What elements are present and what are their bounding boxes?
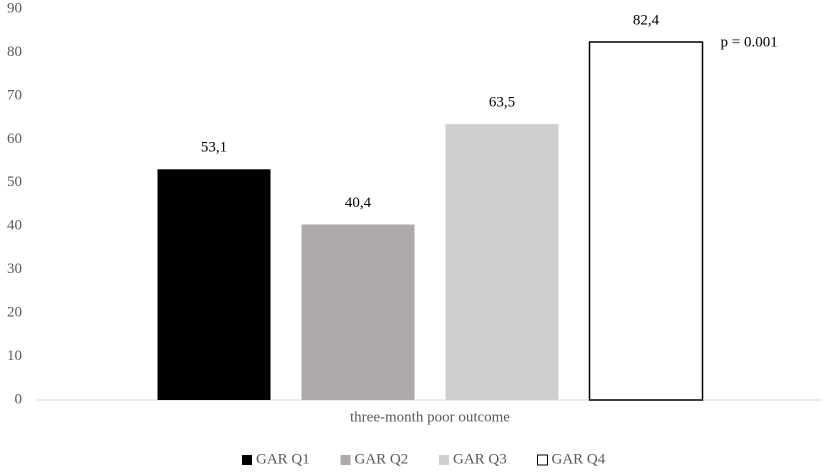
x-tick-label: three-month poor outcome [350, 409, 510, 425]
y-tick-label: 50 [7, 174, 22, 190]
bar [301, 224, 415, 400]
legend-label: GAR Q2 [355, 451, 409, 467]
value-label: 82,4 [633, 12, 660, 28]
annotation: p = 0.001 [721, 34, 778, 50]
y-tick-label: 0 [15, 391, 23, 407]
legend-label: GAR Q4 [552, 451, 606, 467]
legend-label: GAR Q1 [256, 451, 310, 467]
y-tick-label: 10 [7, 348, 22, 364]
bar [588, 41, 704, 401]
legend-label: GAR Q3 [453, 451, 507, 467]
y-tick-label: 40 [7, 218, 22, 234]
legend-swatch [242, 455, 252, 465]
legend-swatch [439, 455, 449, 465]
legend-swatch [340, 455, 351, 465]
bar [157, 169, 271, 400]
legend-swatch [537, 454, 548, 466]
y-tick-label: 90 [7, 0, 22, 16]
y-tick-label: 80 [7, 44, 22, 60]
bar [445, 124, 559, 400]
value-label: 63,5 [489, 95, 515, 111]
value-label: 53,1 [201, 140, 227, 156]
y-tick-label: 30 [7, 261, 22, 277]
y-tick-label: 60 [7, 131, 22, 147]
value-label: 40,4 [345, 195, 372, 211]
y-tick-label: 20 [7, 305, 22, 321]
y-tick-label: 70 [7, 87, 22, 103]
